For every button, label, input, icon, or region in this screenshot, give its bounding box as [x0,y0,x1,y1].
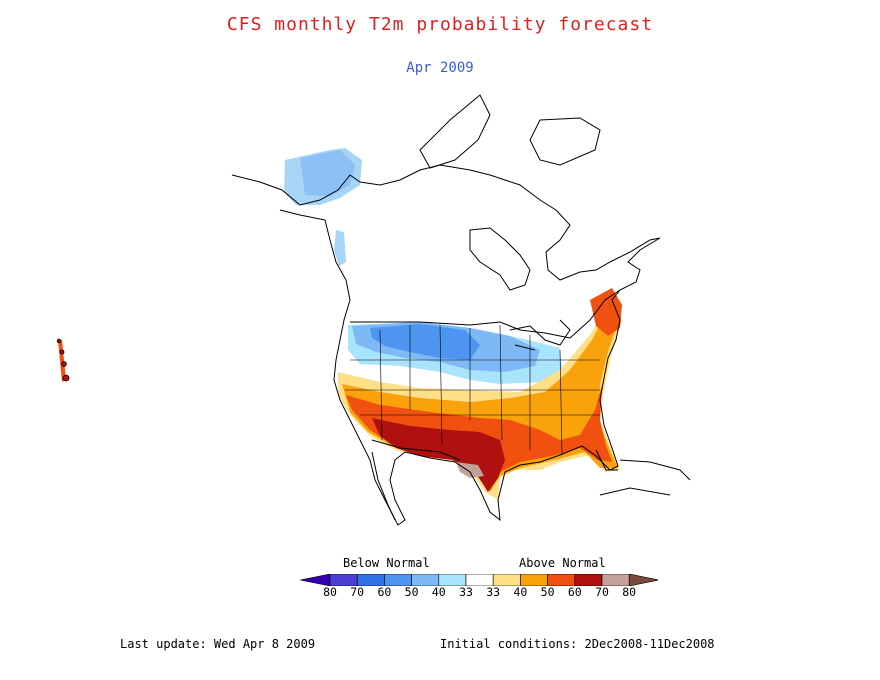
us-mexico-border [371,439,461,461]
legend-tick-label: 33 [459,585,473,599]
south-above-80 [456,462,484,478]
probability-shading [58,148,622,500]
state-lines [345,324,600,456]
chart-title: CFS monthly T2m probability forecast [226,14,654,35]
hudson-bay [469,227,531,291]
legend-tick-label: 70 [350,585,365,599]
bc-coast-below [334,230,346,266]
legend-tick-label: 80 [622,585,637,599]
chart-subtitle: Apr 2009 [406,60,474,76]
legend-colorbar [300,574,658,586]
legend-tick-label: 50 [540,585,555,599]
great-lakes [509,319,571,351]
legend-below-label: Below Normal [343,556,430,570]
northeast-above [590,288,622,336]
legend-tick-label: 40 [513,585,528,599]
legend-above-label: Above Normal [519,556,606,570]
hawaii-island-4 [62,374,70,382]
caribbean [599,459,691,496]
alaska-below-stripes [300,150,355,196]
hawaii-islands [56,338,70,382]
legend-tick-label: 60 [567,585,582,599]
legend-cell-12 [628,574,658,586]
legend-tick-label: 80 [323,585,337,599]
arctic-islands [419,94,491,169]
hawaii-above [58,340,66,382]
legend-tick-label: 50 [404,585,419,599]
hawaii-island-3 [61,361,67,367]
legend-tick-label: 33 [486,585,501,599]
coastlines [231,94,691,526]
legend-tick-label: 70 [595,585,609,599]
florida [595,449,618,471]
greenland [529,117,601,166]
last-update-text: Last update: Wed Apr 8 2009 [120,637,316,651]
baja [371,451,396,521]
legend-tick-label: 40 [431,585,446,599]
south-above-70 [372,418,505,492]
initial-conditions-text: Initial conditions: 2Dec2008-11Dec2008 [440,637,715,651]
hawaii-island-2 [59,349,65,355]
legend-tick-label: 60 [377,585,392,599]
hawaii-island-1 [56,338,62,344]
us-canada-border [350,289,621,339]
north-america-outline [231,164,661,526]
north-tier-below-strong [370,324,480,360]
